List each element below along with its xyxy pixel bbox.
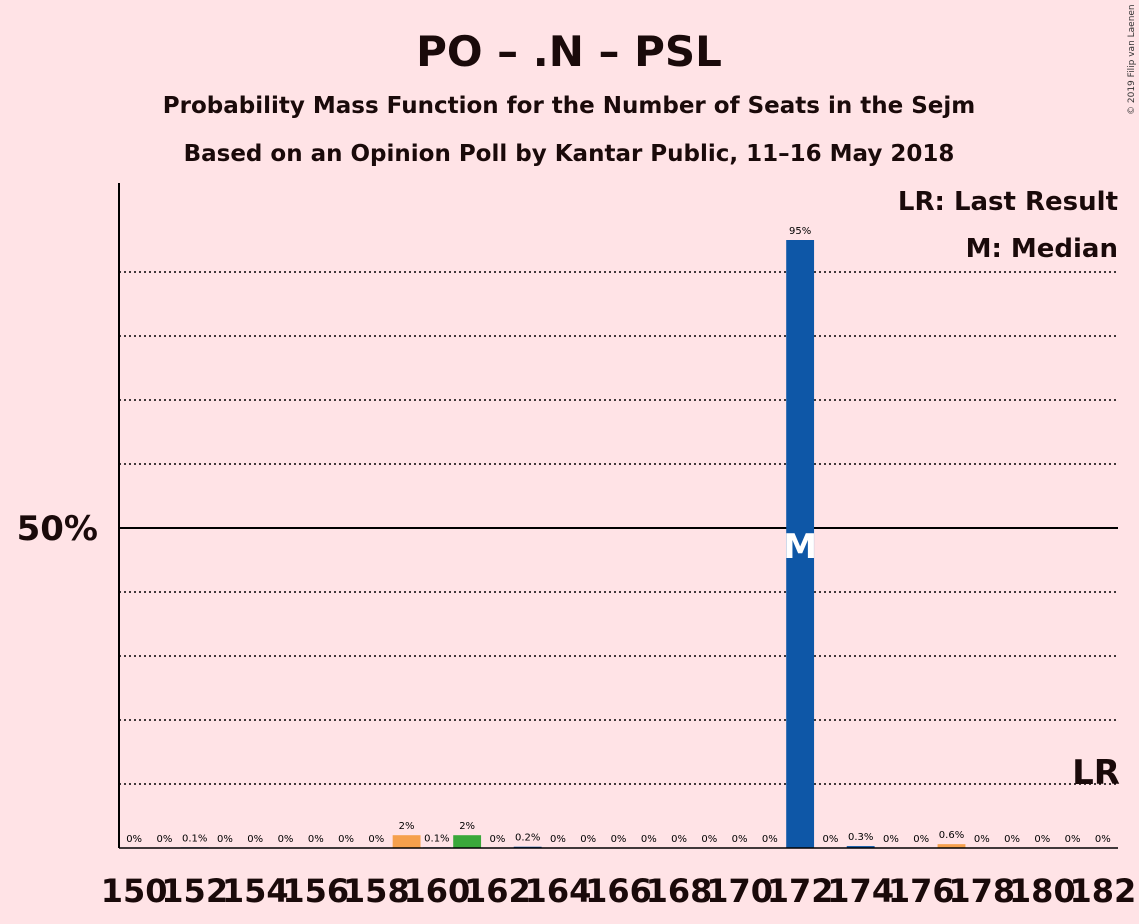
chart-subtitle-2: Based on an Opinion Poll by Kantar Publi… xyxy=(184,141,955,167)
data-label-163: 0.2% xyxy=(515,833,540,844)
x-tick-172: 172 xyxy=(767,872,834,910)
data-label-168: 0% xyxy=(671,834,687,845)
data-label-176: 0% xyxy=(913,834,929,845)
data-label-177: 0.6% xyxy=(939,830,964,841)
data-label-152: 0.1% xyxy=(182,833,207,844)
data-label-165: 0% xyxy=(580,834,596,845)
data-label-171: 0% xyxy=(762,834,778,845)
x-tick-178: 178 xyxy=(948,872,1015,910)
median-marker: M xyxy=(783,527,817,567)
bar-172 xyxy=(786,240,815,848)
data-label-150: 0% xyxy=(126,834,142,845)
x-tick-170: 170 xyxy=(706,872,773,910)
data-label-178: 0% xyxy=(974,834,990,845)
gridlines xyxy=(119,271,1118,785)
data-label-153: 0% xyxy=(217,834,233,845)
data-label-161: 2% xyxy=(459,821,475,832)
x-tick-160: 160 xyxy=(403,872,470,910)
data-label-159: 2% xyxy=(399,821,415,832)
data-label-172: 95% xyxy=(789,226,811,237)
last-result-marker: LR xyxy=(1072,753,1120,793)
x-tick-164: 164 xyxy=(525,872,592,910)
x-tick-156: 156 xyxy=(282,872,349,910)
data-label-175: 0% xyxy=(883,834,899,845)
bar-159 xyxy=(392,835,421,848)
bar-177 xyxy=(937,844,966,848)
x-tick-152: 152 xyxy=(161,872,228,910)
data-label-169: 0% xyxy=(701,834,717,845)
data-label-181: 0% xyxy=(1065,834,1081,845)
bars-group xyxy=(180,240,966,848)
x-tick-182: 182 xyxy=(1069,872,1136,910)
x-tick-176: 176 xyxy=(888,872,955,910)
x-tick-150: 150 xyxy=(101,872,168,910)
x-tick-158: 158 xyxy=(343,872,410,910)
data-label-162: 0% xyxy=(489,834,505,845)
data-label-180: 0% xyxy=(1034,834,1050,845)
bar-161 xyxy=(453,835,482,848)
copyright-note: © 2019 Filip van Laenen xyxy=(1127,4,1137,115)
data-label-160: 0.1% xyxy=(424,833,449,844)
data-labels-group: 0% 0% 0.1% 0% 0% 0% 0% 0% 0% 2% 0.1% 2% 0% 0.2% 0% 0% 0%… xyxy=(126,226,1111,845)
data-label-157: 0% xyxy=(338,834,354,845)
chart-title: PO – .N – PSL xyxy=(416,27,722,76)
bar-174 xyxy=(846,846,875,848)
x-tick-162: 162 xyxy=(464,872,531,910)
y-axis-major-label: 50% xyxy=(17,509,98,549)
data-label-151: 0% xyxy=(156,834,172,845)
x-tick-168: 168 xyxy=(646,872,713,910)
data-label-170: 0% xyxy=(732,834,748,845)
data-label-182: 0% xyxy=(1095,834,1111,845)
data-label-155: 0% xyxy=(278,834,294,845)
data-label-164: 0% xyxy=(550,834,566,845)
legend-median: M: Median xyxy=(966,234,1118,264)
x-tick-154: 154 xyxy=(222,872,289,910)
data-label-174: 0.3% xyxy=(848,832,873,843)
x-tick-174: 174 xyxy=(827,872,894,910)
data-label-166: 0% xyxy=(611,834,627,845)
data-label-173: 0% xyxy=(822,834,838,845)
x-tick-labels-group: 1501521541561581601621641661681701721741… xyxy=(101,872,1137,910)
x-tick-166: 166 xyxy=(585,872,652,910)
chart-subtitle-1: Probability Mass Function for the Number… xyxy=(163,93,975,119)
data-label-156: 0% xyxy=(308,834,324,845)
x-tick-180: 180 xyxy=(1009,872,1076,910)
data-label-167: 0% xyxy=(641,834,657,845)
data-label-179: 0% xyxy=(1004,834,1020,845)
data-label-154: 0% xyxy=(247,834,263,845)
data-label-158: 0% xyxy=(368,834,384,845)
legend-last-result: LR: Last Result xyxy=(898,187,1118,217)
